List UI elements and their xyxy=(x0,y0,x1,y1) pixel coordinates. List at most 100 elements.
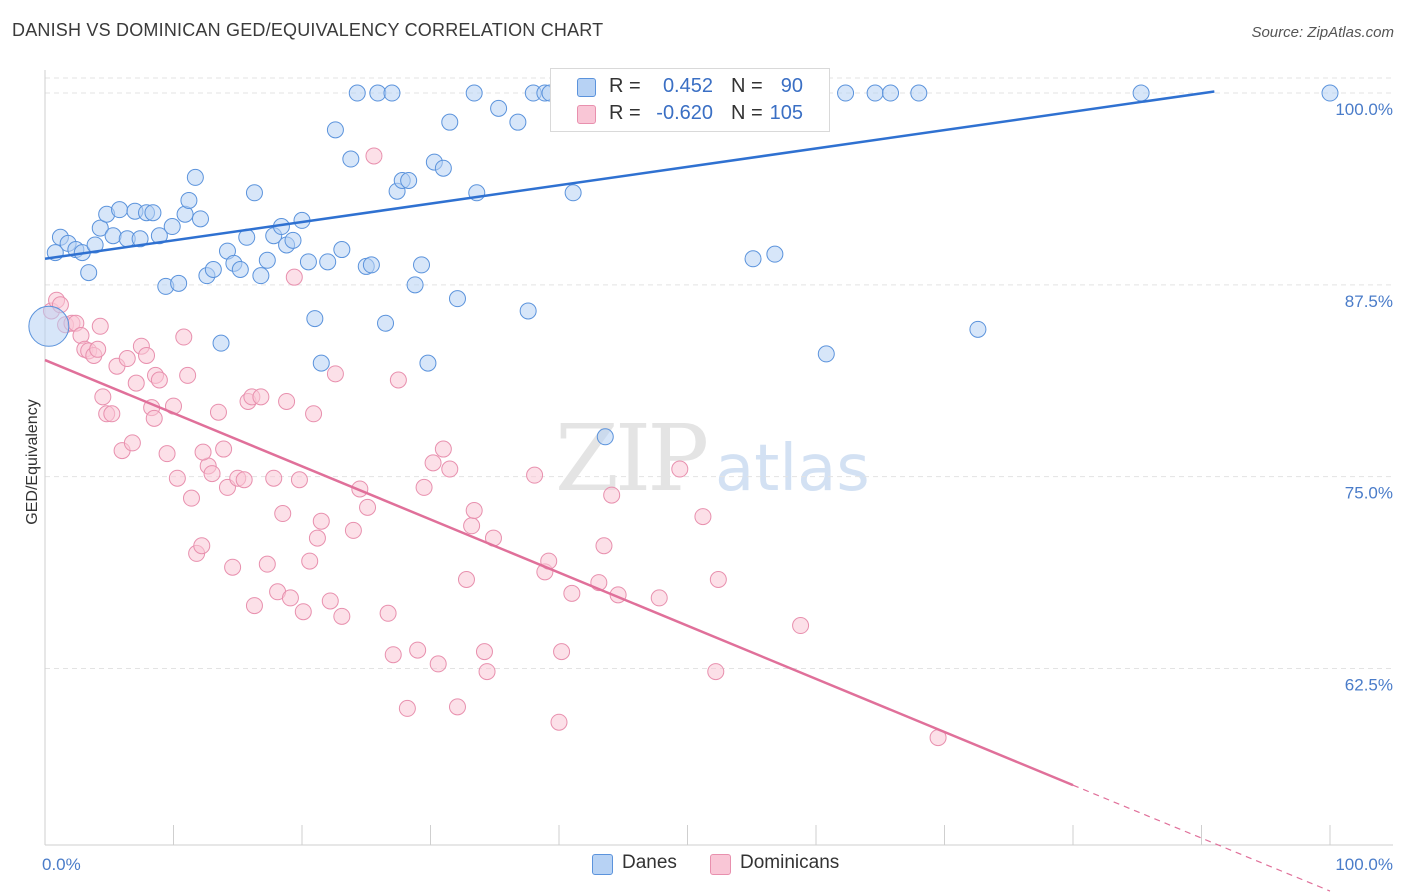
dominicans-swatch xyxy=(577,105,596,124)
danes-point xyxy=(333,241,351,259)
dominicans-point xyxy=(526,466,544,484)
danes-point xyxy=(419,354,437,372)
dominicans-point xyxy=(203,465,221,483)
dominicans-point xyxy=(245,597,263,615)
dominicans-point xyxy=(118,350,136,368)
danes-point xyxy=(231,261,249,279)
dominicans-point xyxy=(441,460,459,478)
danes-legend-label: Danes xyxy=(622,852,677,873)
dominicans-point xyxy=(294,603,312,621)
danes-point xyxy=(245,184,263,202)
dominicans-point xyxy=(321,592,339,610)
danes-point xyxy=(312,354,330,372)
danes-point xyxy=(180,191,198,209)
dominicans-point xyxy=(194,443,212,461)
danes-point xyxy=(163,218,181,236)
dominicans-point xyxy=(563,584,581,602)
danes-point xyxy=(564,184,582,202)
y-tick-label: 62.5% xyxy=(1345,676,1393,695)
stats-legend: R = 0.452 N = 90 R = -0.620 N = 105 xyxy=(550,68,830,132)
danes-legend-swatch xyxy=(592,854,613,875)
dominicans-point xyxy=(671,460,689,478)
y-tick-labels: 100.0% 87.5% 75.0% 62.5% xyxy=(1335,100,1393,694)
danes-point xyxy=(1321,84,1339,102)
watermark-atlas: atlas xyxy=(715,432,870,506)
dominicans-point xyxy=(308,529,326,547)
danes-point xyxy=(319,253,337,271)
dominicans-point xyxy=(424,454,442,472)
dominicans-point xyxy=(158,445,176,463)
danes-point xyxy=(342,150,360,168)
danes-point xyxy=(519,302,537,320)
danes-point xyxy=(348,84,366,102)
dominicans-point xyxy=(290,471,308,489)
danes-point xyxy=(837,84,855,102)
x-tick-label: 100.0% xyxy=(1335,855,1393,874)
danes-point xyxy=(509,113,527,131)
r-value: -0.620 xyxy=(656,102,713,124)
dominicans-point xyxy=(215,440,233,458)
danes-point xyxy=(284,231,302,249)
dominicans-point xyxy=(127,374,145,392)
y-tick-label: 87.5% xyxy=(1345,292,1393,311)
danes-point xyxy=(744,250,762,268)
dominicans-point xyxy=(168,469,186,487)
danes-point xyxy=(86,236,104,254)
n-label: N = xyxy=(731,75,763,97)
dominicans-point xyxy=(281,589,299,607)
dominicans-point xyxy=(278,392,296,410)
dominicans-point xyxy=(478,663,496,681)
dominicans-point xyxy=(379,604,397,622)
danes-point xyxy=(400,171,418,189)
dominicans-point xyxy=(448,698,466,716)
dominicans-point xyxy=(91,317,109,335)
dominicans-point xyxy=(274,505,292,523)
danes-point xyxy=(326,121,344,139)
dominicans-trend-line xyxy=(44,358,1074,787)
danes-trend-line xyxy=(44,90,1215,260)
dominicans-point xyxy=(333,607,351,625)
dominicans-point xyxy=(301,552,319,570)
series-legend: Danes Dominicans xyxy=(0,852,1406,878)
danes-point xyxy=(596,428,614,446)
danes-point xyxy=(490,99,508,117)
dominicans-point xyxy=(179,366,197,384)
danes-point xyxy=(866,84,884,102)
dominicans-point xyxy=(553,643,571,661)
dominicans-point xyxy=(463,517,481,535)
dominicans-point xyxy=(326,365,344,383)
danes-point xyxy=(204,261,222,279)
danes-point xyxy=(91,219,109,237)
dominicans-point xyxy=(258,555,276,573)
dominicans-point xyxy=(103,405,121,423)
dominicans-point xyxy=(145,409,163,427)
source-label: Source: ZipAtlas.com xyxy=(1251,24,1394,41)
danes-point xyxy=(448,290,466,308)
dominicans-point xyxy=(123,434,141,452)
dominicans-point xyxy=(305,405,323,423)
danes-swatch xyxy=(577,78,596,97)
n-value: 90 xyxy=(780,75,803,97)
dominicans-point xyxy=(694,508,712,526)
danes-point xyxy=(882,84,900,102)
danes-point xyxy=(252,267,270,285)
dominicans-point xyxy=(138,346,156,364)
y-tick-label: 100.0% xyxy=(1335,100,1393,119)
dominicans-point xyxy=(415,478,433,496)
dominicans-point xyxy=(182,489,200,507)
dominicans-point xyxy=(434,440,452,458)
danes-point xyxy=(377,314,395,332)
r-value: 0.452 xyxy=(662,75,713,97)
dominicans-point xyxy=(475,643,493,661)
danes-point xyxy=(306,310,324,328)
dominicans-point xyxy=(285,268,303,286)
danes-point xyxy=(131,230,149,248)
n-value: 105 xyxy=(769,102,803,124)
danes-point xyxy=(1132,84,1150,102)
danes-points xyxy=(28,84,1339,446)
y-axis-label: GED/Equivalency xyxy=(24,399,41,524)
dominicans-point xyxy=(235,471,253,489)
legend-row-danes: R = 0.452 N = 90 xyxy=(551,74,829,100)
danes-point xyxy=(170,274,188,292)
